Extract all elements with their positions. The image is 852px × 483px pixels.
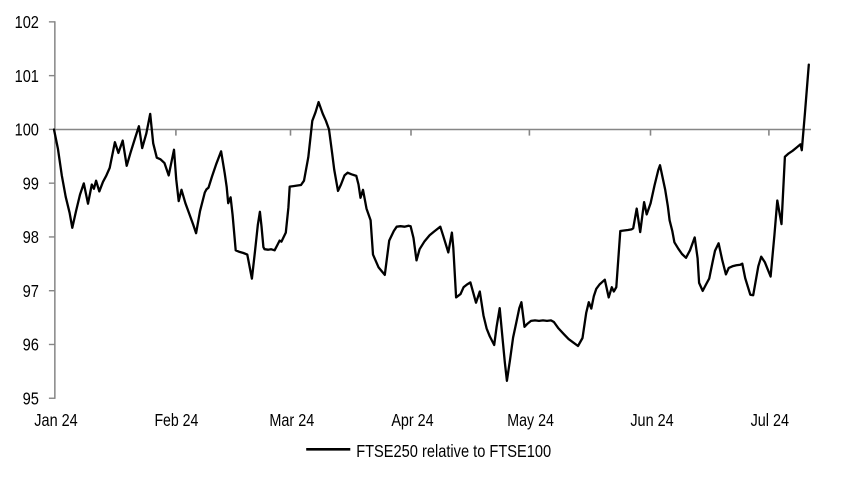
svg-text:95: 95 xyxy=(23,389,39,409)
svg-text:102: 102 xyxy=(15,12,39,32)
svg-text:Feb 24: Feb 24 xyxy=(154,410,198,430)
svg-text:FTSE250 relative to FTSE100: FTSE250 relative to FTSE100 xyxy=(356,441,551,461)
svg-text:98: 98 xyxy=(23,227,39,247)
svg-text:96: 96 xyxy=(23,335,39,355)
svg-text:99: 99 xyxy=(23,173,39,193)
svg-text:Jun 24: Jun 24 xyxy=(630,410,674,430)
svg-text:Apr 24: Apr 24 xyxy=(391,410,434,430)
svg-text:100: 100 xyxy=(15,120,39,140)
svg-text:Mar 24: Mar 24 xyxy=(269,410,314,430)
svg-text:Jul 24: Jul 24 xyxy=(751,410,790,430)
svg-text:May 24: May 24 xyxy=(507,410,554,430)
svg-text:97: 97 xyxy=(23,281,39,301)
svg-text:Jan 24: Jan 24 xyxy=(34,410,78,430)
svg-text:101: 101 xyxy=(15,66,39,86)
